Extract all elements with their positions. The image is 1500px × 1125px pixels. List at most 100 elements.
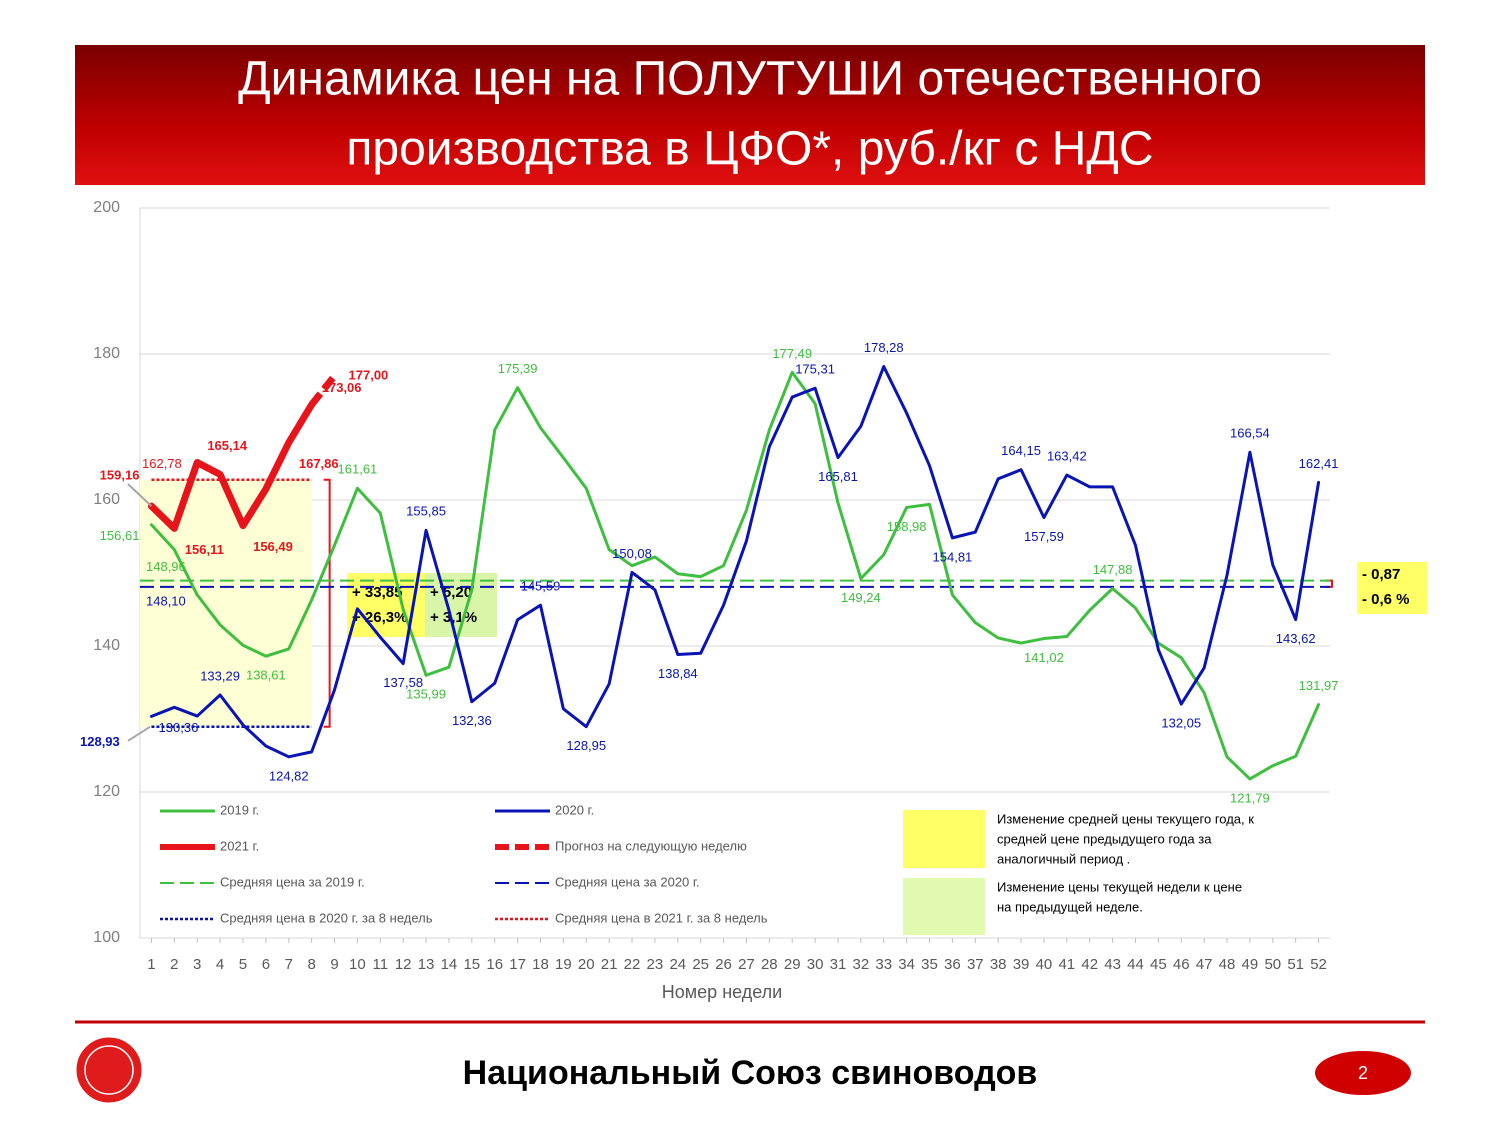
reference-label: 162,78 — [142, 456, 182, 471]
x-tick-label: 18 — [532, 956, 549, 973]
x-tick-label: 50 — [1264, 956, 1281, 973]
data-label: 167,86 — [299, 456, 339, 471]
x-tick-label: 44 — [1127, 956, 1144, 973]
x-tick-label: 33 — [875, 956, 892, 973]
x-tick-label: 30 — [807, 956, 824, 973]
x-tick-label: 8 — [307, 956, 315, 973]
data-label: 156,11 — [185, 542, 224, 557]
x-tick-label: 40 — [1036, 956, 1053, 973]
logo-ring — [84, 1045, 134, 1095]
x-tick-label: 35 — [921, 956, 938, 973]
data-label: 137,58 — [383, 675, 423, 690]
x-tick-label: 29 — [784, 956, 801, 973]
annotation-box — [1357, 562, 1427, 614]
bracket — [323, 478, 331, 728]
x-tick-label: 48 — [1219, 956, 1236, 973]
x-tick-label: 46 — [1173, 956, 1190, 973]
page-badge — [1315, 1051, 1411, 1095]
data-label: 164,15 — [1001, 443, 1041, 458]
leader — [127, 483, 153, 507]
x-tick-label: 51 — [1287, 956, 1304, 973]
x-tick-label: 6 — [262, 956, 270, 973]
x-tick-label: 24 — [669, 956, 686, 973]
data-label: 155,85 — [406, 504, 446, 519]
y-tick-label: 160 — [93, 491, 120, 508]
data-label: 133,29 — [200, 668, 240, 683]
y-tick-label: 120 — [93, 783, 120, 800]
data-label: 178,28 — [864, 340, 904, 355]
data-label: 121,79 — [1230, 790, 1270, 805]
data-label: 128,95 — [566, 738, 606, 753]
note-text: аналогичный период . — [997, 851, 1130, 866]
data-label: 132,36 — [452, 713, 492, 728]
footer-org: Национальный Союз свиноводов — [463, 1054, 1038, 1092]
note-text: Изменение средней цены текущего года, к — [997, 811, 1254, 826]
x-tick-label: 5 — [239, 956, 247, 973]
legend-label: Средняя цена в 2021 г. за 8 недель — [555, 910, 768, 925]
data-label: 175,39 — [498, 361, 538, 376]
x-axis-title: Номер недели — [662, 982, 782, 1002]
x-tick-label: 36 — [944, 956, 961, 973]
series-line — [308, 373, 338, 407]
reference-label: 128,93 — [80, 734, 120, 749]
data-label: 177,00 — [349, 367, 389, 382]
data-label: 163,42 — [1047, 448, 1087, 463]
note-text: средней цене предыдущего года за — [997, 831, 1212, 846]
x-tick-label: 26 — [715, 956, 732, 973]
leader — [127, 725, 151, 742]
x-tick-label: 47 — [1196, 956, 1213, 973]
annotation-text: + 26,3% — [352, 609, 407, 626]
x-tick-label: 1 — [147, 956, 155, 973]
x-tick-label: 39 — [1013, 956, 1030, 973]
y-tick-label: 140 — [93, 637, 120, 654]
x-tick-label: 34 — [898, 956, 915, 973]
legend-label: 2021 г. — [220, 838, 259, 853]
x-tick-label: 38 — [990, 956, 1007, 973]
x-tick-label: 7 — [285, 956, 293, 973]
data-label: 130,36 — [159, 720, 199, 735]
legend-label: Средняя цена за 2019 г. — [220, 874, 365, 889]
x-tick-label: 41 — [1058, 956, 1075, 973]
x-tick-label: 31 — [830, 956, 847, 973]
data-label: 156,49 — [253, 539, 293, 554]
x-tick-label: 22 — [624, 956, 641, 973]
x-tick-label: 20 — [578, 956, 595, 973]
x-tick-label: 42 — [1081, 956, 1098, 973]
data-label: 147,88 — [1093, 562, 1133, 577]
legend-label: Средняя цена за 2020 г. — [555, 874, 700, 889]
x-tick-label: 43 — [1104, 956, 1121, 973]
data-label: 162,41 — [1299, 456, 1339, 471]
x-tick-label: 23 — [647, 956, 664, 973]
x-tick-label: 2 — [170, 956, 178, 973]
x-tick-label: 17 — [509, 956, 526, 973]
note-text: на предыдущей неделе. — [997, 899, 1143, 914]
legend-label: 2020 г. — [555, 802, 594, 817]
x-tick-label: 11 — [372, 956, 388, 973]
x-tick-label: 27 — [738, 956, 755, 973]
reference-label: 148,10 — [146, 593, 186, 608]
x-tick-label: 49 — [1242, 956, 1259, 973]
legend-label: Прогноз на следующую неделю — [555, 838, 747, 853]
data-label: 166,54 — [1230, 426, 1270, 441]
x-tick-label: 12 — [395, 956, 412, 973]
x-tick-label: 13 — [418, 956, 435, 973]
data-label: 175,31 — [795, 362, 835, 377]
x-tick-label: 16 — [486, 956, 503, 973]
x-tick-label: 21 — [601, 956, 618, 973]
x-tick-label: 14 — [441, 956, 458, 973]
title: Динамика цен на ПОЛУТУШИ отечественного — [238, 53, 1262, 106]
y-tick-label: 200 — [93, 199, 120, 216]
x-tick-label: 10 — [349, 956, 366, 973]
data-label: 138,61 — [246, 668, 286, 683]
x-tick-label: 25 — [692, 956, 709, 973]
data-label: 177,49 — [772, 346, 812, 361]
note-swatch — [903, 878, 985, 935]
x-tick-label: 19 — [555, 956, 572, 973]
y-tick-label: 180 — [93, 345, 120, 362]
data-label: 158,98 — [887, 519, 927, 534]
x-tick-label: 4 — [216, 956, 224, 973]
legend-label: Средняя цена в 2020 г. за 8 недель — [220, 910, 433, 925]
data-label: 150,08 — [612, 546, 652, 561]
data-label: 159,16 — [100, 468, 140, 483]
